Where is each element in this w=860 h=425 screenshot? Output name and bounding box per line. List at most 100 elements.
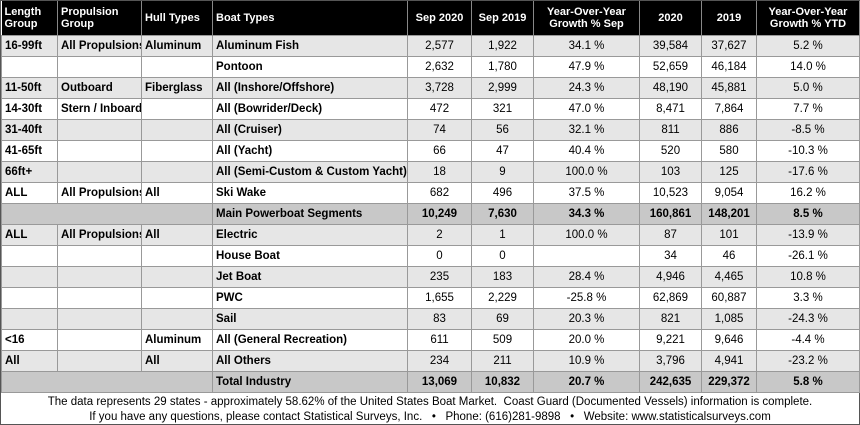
table-cell xyxy=(1,266,58,288)
table-cell: 24.3 % xyxy=(533,77,640,99)
table-cell: 48,190 xyxy=(639,77,702,99)
header-cell: Propulsion Group xyxy=(57,1,142,36)
table-cell: Fiberglass xyxy=(141,77,213,99)
table-cell: 47.0 % xyxy=(533,98,640,120)
table-cell: 3,796 xyxy=(639,350,702,372)
table-cell: 39,584 xyxy=(639,35,702,57)
table-cell: 7,630 xyxy=(471,203,534,225)
table-cell: Aluminum xyxy=(141,35,213,57)
header-cell: Boat Types xyxy=(212,1,408,36)
table-cell xyxy=(141,140,213,162)
table-cell xyxy=(141,161,213,183)
table-cell: 229,372 xyxy=(701,371,757,393)
table-cell: Aluminum Fish xyxy=(212,35,408,57)
table-cell: 0 xyxy=(407,245,472,267)
table-cell: 211 xyxy=(471,350,534,372)
table-cell: 1,085 xyxy=(701,308,757,330)
table-cell: 10,832 xyxy=(471,371,534,393)
table-cell xyxy=(1,371,213,393)
table-cell: All xyxy=(141,350,213,372)
table-row: Sail 83 69 20.3 % 821 1,085 -24.3 % xyxy=(1,308,860,330)
table-cell: -8.5 % xyxy=(756,119,860,141)
table-cell: 234 xyxy=(407,350,472,372)
table-cell: All Others xyxy=(212,350,408,372)
table-cell: 580 xyxy=(701,140,757,162)
table-cell: 183 xyxy=(471,266,534,288)
table-cell: 34.1 % xyxy=(533,35,640,57)
table-cell xyxy=(1,245,58,267)
table-cell: 5.2 % xyxy=(756,35,860,57)
table-cell: 60,887 xyxy=(701,287,757,309)
table-cell: 1 xyxy=(471,224,534,246)
table-cell xyxy=(141,119,213,141)
table-cell: All Propulsions xyxy=(57,182,142,204)
table-cell xyxy=(57,245,142,267)
table-cell: 1,780 xyxy=(471,56,534,78)
table-cell: 13,069 xyxy=(407,371,472,393)
table-cell: 321 xyxy=(471,98,534,120)
table-cell: House Boat xyxy=(212,245,408,267)
table-cell xyxy=(57,329,142,351)
table-cell: ALL xyxy=(1,224,58,246)
table-cell: 31-40ft xyxy=(1,119,58,141)
table-row: ALL All Propulsions All Electric 2 1 100.0 % 87… xyxy=(1,224,860,246)
table-row: PWC 1,655 2,229 -25.8 % 62,869 60,887 3.3 % xyxy=(1,287,860,309)
table-cell: 2,577 xyxy=(407,35,472,57)
table-cell: All xyxy=(141,182,213,204)
header-cell: Hull Types xyxy=(141,1,213,36)
table-cell: 87 xyxy=(639,224,702,246)
table-row: Pontoon 2,632 1,780 47.9 % 52,659 46,184 14.0 … xyxy=(1,56,860,78)
table-cell: 18 xyxy=(407,161,472,183)
table-row: 16-99ft All Propulsions Aluminum Aluminum F… xyxy=(1,35,860,57)
table-cell: 3.3 % xyxy=(756,287,860,309)
table-cell: 74 xyxy=(407,119,472,141)
header-cell: 2020 xyxy=(639,1,702,36)
table-cell: All (Bowrider/Deck) xyxy=(212,98,408,120)
table-cell: 34 xyxy=(639,245,702,267)
table-cell xyxy=(57,161,142,183)
table-cell xyxy=(57,119,142,141)
table-cell: All xyxy=(1,350,58,372)
header-cell: 2019 xyxy=(701,1,757,36)
table-cell: 1,655 xyxy=(407,287,472,309)
table-row: All All All Others 234 211 10.9 % 3,796 4,941 -2… xyxy=(1,350,860,372)
table-cell: 47 xyxy=(471,140,534,162)
table-cell: All (Yacht) xyxy=(212,140,408,162)
header-cell: Year-Over-Year Growth % YTD xyxy=(756,1,860,36)
table-cell: 101 xyxy=(701,224,757,246)
table-cell: 4,941 xyxy=(701,350,757,372)
table-cell: 4,465 xyxy=(701,266,757,288)
table-cell: -23.2 % xyxy=(756,350,860,372)
table-cell: 2,632 xyxy=(407,56,472,78)
table-row: 14-30ft Stern / Inboard All (Bowrider/Deck… xyxy=(1,98,860,120)
summary-row: Total Industry 13,069 10,832 20.7 % 242,635 2… xyxy=(1,371,860,393)
table-cell: 66 xyxy=(407,140,472,162)
table-cell: 125 xyxy=(701,161,757,183)
table-cell: 20.0 % xyxy=(533,329,640,351)
table-cell: 9,221 xyxy=(639,329,702,351)
table-cell: 66ft+ xyxy=(1,161,58,183)
table-cell: All (General Recreation) xyxy=(212,329,408,351)
header-cell: Sep 2020 xyxy=(407,1,472,36)
table-cell: 148,201 xyxy=(701,203,757,225)
table-cell: 62,869 xyxy=(639,287,702,309)
table-cell xyxy=(141,266,213,288)
table-cell: All Propulsions xyxy=(57,224,142,246)
table-cell: Sail xyxy=(212,308,408,330)
table-cell: 100.0 % xyxy=(533,161,640,183)
table-cell: 10,523 xyxy=(639,182,702,204)
table-cell: 160,861 xyxy=(639,203,702,225)
table-cell: 52,659 xyxy=(639,56,702,78)
footer: The data represents 29 states - approxim… xyxy=(1,393,859,425)
table-cell: 56 xyxy=(471,119,534,141)
header-cell: Year-Over-Year Growth % Sep xyxy=(533,1,640,36)
table-cell xyxy=(57,266,142,288)
table-cell: 2,229 xyxy=(471,287,534,309)
table-row: 66ft+ All (Semi-Custom & Custom Yacht) 18 9… xyxy=(1,161,860,183)
table-cell: 83 xyxy=(407,308,472,330)
table-cell: Total Industry xyxy=(212,371,408,393)
table-cell xyxy=(533,245,640,267)
summary-row: Main Powerboat Segments 10,249 7,630 34.3 %… xyxy=(1,203,860,225)
table-cell: 32.1 % xyxy=(533,119,640,141)
table-cell: 14.0 % xyxy=(756,56,860,78)
